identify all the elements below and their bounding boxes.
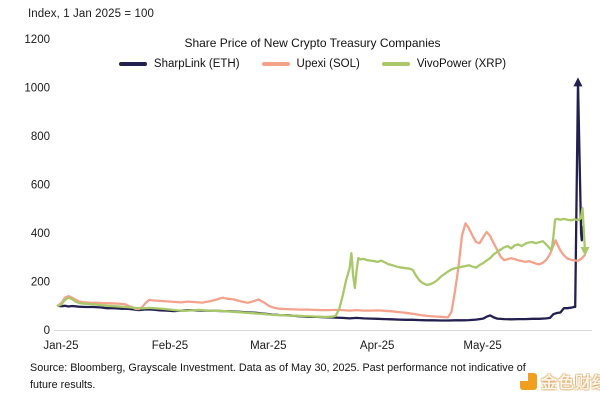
legend-label-vivopower-xrp: VivoPower (XRP)	[416, 58, 507, 70]
watermark: 金色财经	[520, 369, 600, 393]
legend: SharpLink (ETH) Upexi (SOL) VivoPower (XRP…	[25, 58, 600, 70]
x-tick-label-may-25: May-25	[463, 340, 501, 352]
legend-item-sharplink-eth: SharpLink (ETH)	[118, 58, 240, 70]
series-line-vivopower-xrp	[56, 206, 587, 319]
y-tick-label: 1000	[24, 83, 50, 95]
x-tick-label-mar-25: Mar-25	[250, 340, 286, 352]
y-tick-label: 200	[31, 277, 50, 289]
source-line-2: future results.	[30, 378, 96, 391]
axis-unit-label: Index, 1 Jan 2025 = 100	[28, 8, 155, 20]
legend-swatch-sharplink-eth	[118, 62, 147, 66]
annotation-arrow-sharplink-eth	[573, 77, 583, 87]
series-line-upexi-sol	[56, 222, 587, 319]
series-line-sharplink-eth	[56, 81, 585, 322]
legend-swatch-vivopower-xrp	[381, 62, 410, 66]
watermark-text: 金色财经	[541, 375, 600, 392]
x-tick-label-apr-25: Apr-25	[360, 340, 395, 352]
y-tick-label: 800	[31, 131, 50, 143]
source-note: Source: Bloomberg, Grayscale Investment.…	[30, 360, 570, 393]
legend-swatch-upexi-sol	[261, 62, 290, 66]
source-line-1: Source: Bloomberg, Grayscale Investment.…	[30, 362, 526, 374]
jinse-finance-logo-icon	[520, 372, 537, 390]
y-tick-label: 0	[44, 325, 50, 337]
y-tick-label: 1200	[24, 34, 50, 46]
legend-item-upexi-sol: Upexi (SOL)	[261, 58, 360, 70]
y-tick-label: 600	[31, 180, 50, 192]
legend-label-sharplink-eth: SharpLink (ETH)	[153, 58, 240, 70]
annotation-arrow-vivopower-xrp	[580, 247, 590, 257]
legend-item-vivopower-xrp: VivoPower (XRP)	[381, 58, 507, 70]
x-tick-label-feb-25: Feb-25	[152, 340, 188, 352]
y-tick-label: 400	[31, 228, 50, 240]
x-tick-label-jan-25: Jan-25	[43, 340, 78, 352]
legend-label-upexi-sol: Upexi (SOL)	[296, 58, 360, 70]
chart-title: Share Price of New Crypto Treasury Compa…	[184, 36, 441, 50]
